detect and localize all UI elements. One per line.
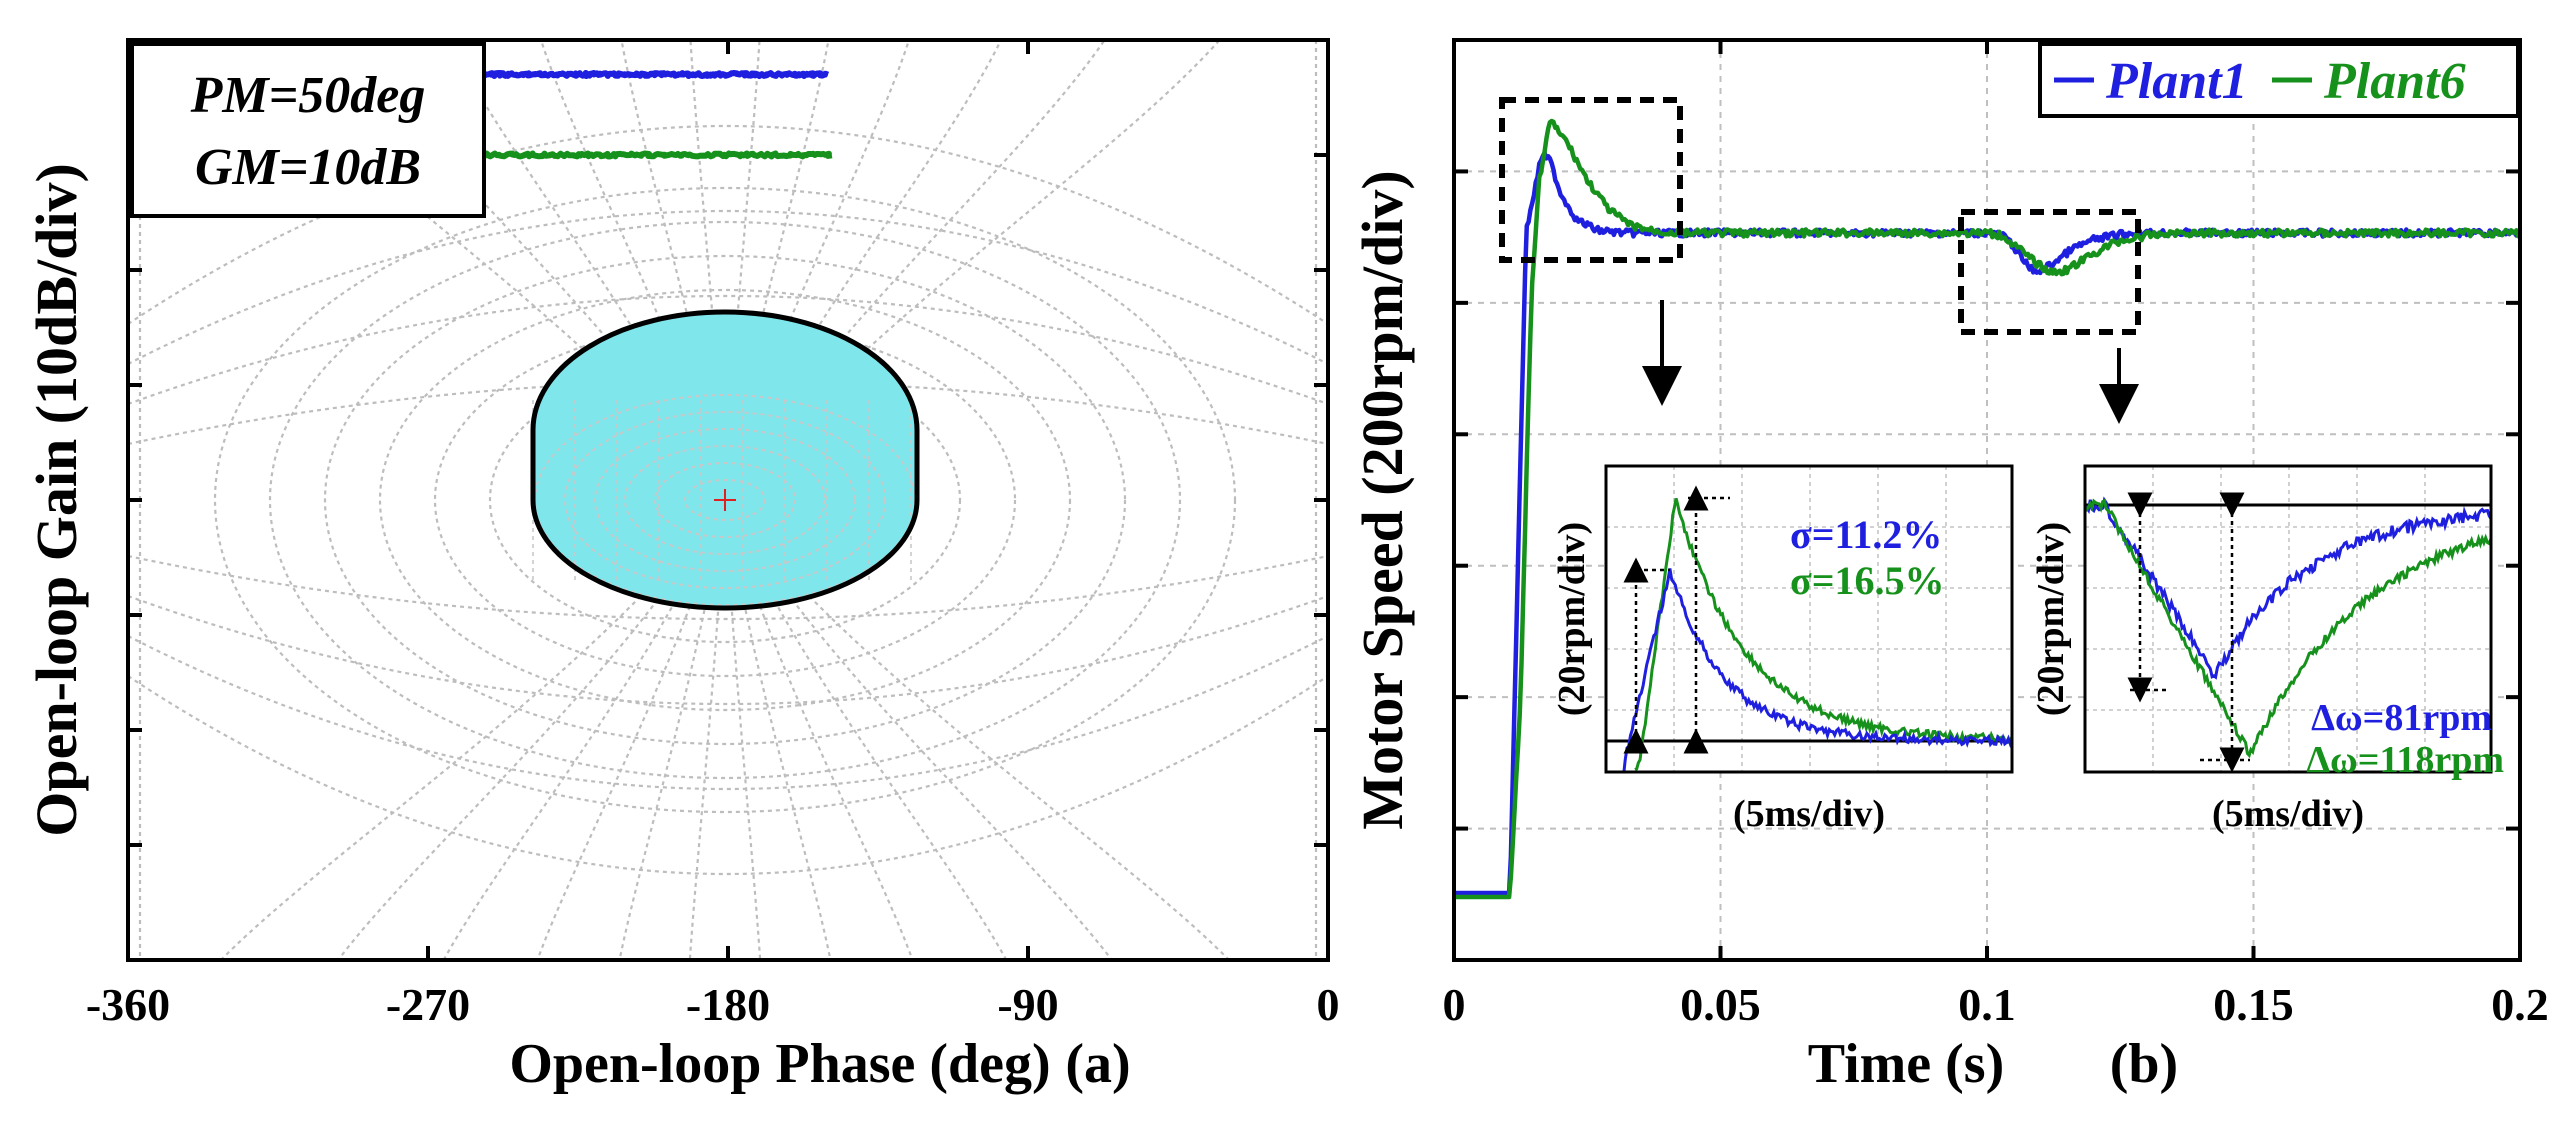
inset-2-y-label: (20rpm/div) [2030, 522, 2072, 716]
series-line-plant6 [1454, 118, 2520, 900]
x-tick-label-a: -90 [997, 979, 1058, 1030]
inset-1-sigma-plant1: σ=11.2% [1790, 512, 1942, 557]
nichols-grid-contour [323, 254, 1127, 746]
nichols-grid-gain [128, 594, 1328, 706]
nichols-grid-gain [128, 554, 1328, 621]
inset-2-x-label: (5ms/div) [2212, 793, 2364, 835]
x-tick-label-a: 0 [1317, 979, 1340, 1030]
nichols-grid-phase [539, 40, 727, 501]
x-axis-label-a: Open-loop Phase (deg) [509, 1033, 1050, 1095]
panel-label-a: (a) [1065, 1033, 1130, 1095]
exclusion-region [530, 309, 920, 611]
nichols-grid-contour [378, 288, 1072, 712]
exclusion-region-outline [530, 309, 920, 611]
nichols-grid-contour [488, 356, 962, 644]
y-axis-label-a: Open-loop Gain (10dB/div) [24, 163, 89, 837]
inset-2-curve-plant6 [2085, 498, 2491, 759]
margin-annotation: PM=50deg GM=10dB [130, 42, 486, 218]
x-tick-label-a: -270 [386, 979, 470, 1030]
inset-1-frame [1604, 464, 2014, 774]
zoom-box-overshoot [1499, 97, 1683, 263]
exclusion-grid-contour [654, 462, 796, 538]
nichols-grid-contour [213, 186, 1237, 814]
exclusion-grid-contour [594, 428, 856, 572]
series-line-plant1 [454, 70, 830, 79]
inset-2-curve-plant1 [2085, 496, 2491, 680]
x-tick-label-a: -180 [686, 979, 770, 1030]
nichols-grid-gain [128, 635, 1328, 790]
x-tick-labels-a: -360 -270 -180 -90 0 [86, 979, 1340, 1030]
nichols-grid-phase [336, 499, 726, 960]
pm-label: PM=50deg [190, 67, 426, 124]
inset-2-delta-plant6: Δω=118rpm [2306, 739, 2504, 781]
inset-load: Δω=81rpm Δω=118rpm (5ms/div) (20rpm/div) [2030, 464, 2504, 835]
x-tick-label-b: 0.05 [1680, 979, 1761, 1030]
nichols-grid-phase [723, 499, 914, 960]
nichols-grid-phase [723, 499, 1008, 960]
inset-2-grid [2085, 466, 2491, 772]
x-tick-labels-b: 0 0.05 0.1 0.15 0.2 [1443, 979, 2549, 1030]
legend: Plant1 Plant6 [2038, 42, 2520, 118]
inset-2-series [2085, 492, 2491, 772]
y-axis-label-b: Motor Speed (200rpm/div) [1350, 170, 1415, 829]
legend-label-plant6: Plant6 [2323, 53, 2466, 110]
exclusion-grid-contour [684, 479, 766, 521]
x-tick-label-b: 0 [1443, 979, 1466, 1030]
nichols-grid-phase [442, 499, 727, 960]
inset-1-sigma-plant6: σ=16.5% [1790, 558, 1945, 603]
exclusion-grid-contour [624, 445, 826, 555]
annotation-box [130, 42, 486, 218]
inset-2-frame [2083, 464, 2493, 774]
x-tick-label-b: 0.15 [2213, 979, 2294, 1030]
inset-1-y-label: (20rpm/div) [1551, 522, 1593, 716]
inset-2-delta-plant1: Δω=81rpm [2311, 697, 2492, 739]
inset-1-x-label: (5ms/div) [1733, 793, 1885, 835]
exclusion-grid-contour [564, 411, 886, 589]
inset-1-series [1606, 485, 2012, 772]
gm-label: GM=10dB [195, 139, 421, 196]
nichols-grid-gain [128, 210, 1328, 365]
panel-a: PM=50deg GM=10dB -360 -270 -180 -90 0 Open-l… [24, 38, 1340, 1095]
nichols-grid-gain [128, 294, 1328, 406]
zoom-box-load [1958, 209, 2141, 335]
panel-b: Plant1 Plant6 σ=11.2% σ=16.5% (5ms/div) … [1350, 38, 2549, 1095]
nichols-grid-phase [536, 499, 727, 960]
inset-1-grid [1606, 466, 2012, 772]
x-tick-label-a: -360 [86, 979, 170, 1030]
panel-label-b: (b) [2110, 1033, 2178, 1095]
x-axis-label-b: Time (s) [1808, 1033, 2005, 1095]
nichols-grid-gain [128, 675, 1328, 875]
inset-overshoot: σ=11.2% σ=16.5% (5ms/div) (20rpm/div) [1551, 464, 2014, 835]
x-tick-label-b: 0.2 [2491, 979, 2549, 1030]
nichols-grid-phase [724, 40, 1106, 501]
nichols-grid-phase [344, 40, 726, 501]
legend-label-plant1: Plant1 [2105, 53, 2248, 110]
nichols-grid-phase [724, 499, 1114, 960]
x-tick-label-b: 0.1 [1958, 979, 2016, 1030]
nichols-grid-contour [268, 220, 1182, 780]
nichols-grid-phase [723, 40, 911, 501]
series-b [1454, 118, 2520, 900]
